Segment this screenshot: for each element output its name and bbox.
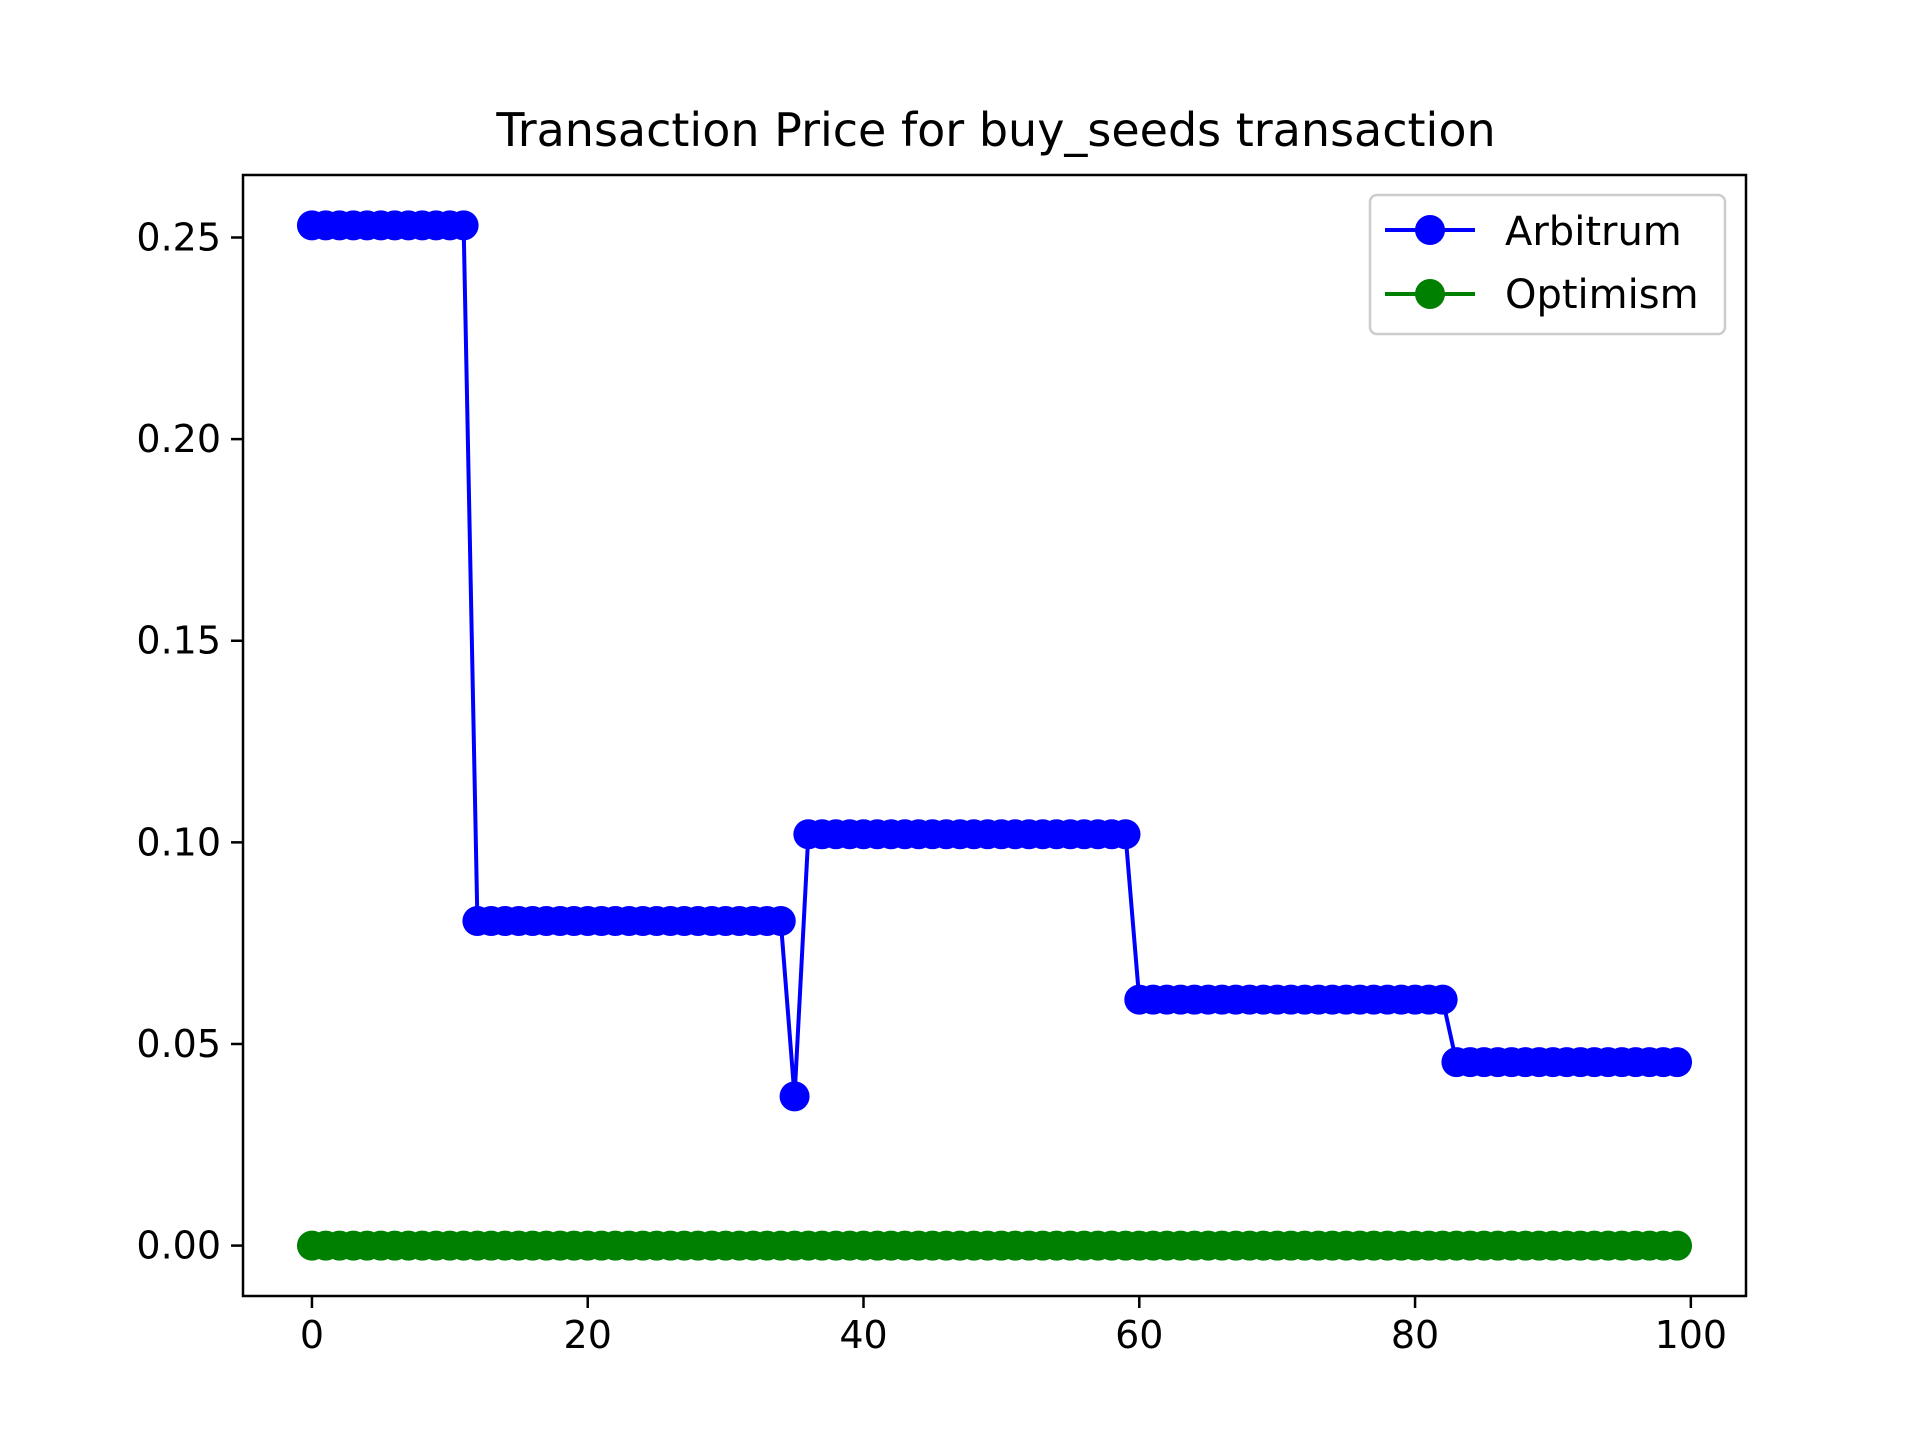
data-point-optimism xyxy=(1662,1230,1693,1261)
y-tick-label: 0.15 xyxy=(136,619,221,663)
legend-marker-optimism xyxy=(1415,279,1445,309)
series-layer xyxy=(296,210,1693,1261)
data-point-arbitrum xyxy=(779,1081,810,1112)
legend-label-arbitrum: Arbitrum xyxy=(1505,209,1682,255)
legend: Arbitrum Optimism xyxy=(1368,193,1727,336)
x-tick-label: 20 xyxy=(564,1313,612,1357)
data-point-arbitrum xyxy=(765,905,796,936)
y-tick-label: 0.05 xyxy=(136,1022,221,1066)
y-tick-label: 0.00 xyxy=(136,1224,221,1268)
data-point-arbitrum xyxy=(1662,1047,1693,1078)
x-tick-label: 0 xyxy=(300,1313,324,1357)
x-axis: 0 20 40 60 80 100 xyxy=(300,1296,1727,1357)
x-tick-label: 100 xyxy=(1655,1313,1728,1357)
y-tick-label: 0.25 xyxy=(136,216,221,260)
y-axis: 0.00 0.05 0.10 0.15 0.20 0.25 xyxy=(136,216,243,1268)
plot-frame xyxy=(241,173,1748,1298)
chart-title: Transaction Price for buy_seeds transact… xyxy=(495,103,1495,157)
legend-marker-arbitrum xyxy=(1415,215,1445,245)
data-point-arbitrum xyxy=(448,210,479,241)
y-tick-label: 0.10 xyxy=(136,820,221,864)
data-point-arbitrum xyxy=(1427,984,1458,1015)
x-tick-label: 40 xyxy=(839,1313,887,1357)
legend-label-optimism: Optimism xyxy=(1505,272,1699,318)
x-tick-label: 60 xyxy=(1115,1313,1163,1357)
data-point-arbitrum xyxy=(1110,819,1141,850)
y-tick-label: 0.20 xyxy=(136,417,221,461)
x-tick-label: 80 xyxy=(1391,1313,1439,1357)
